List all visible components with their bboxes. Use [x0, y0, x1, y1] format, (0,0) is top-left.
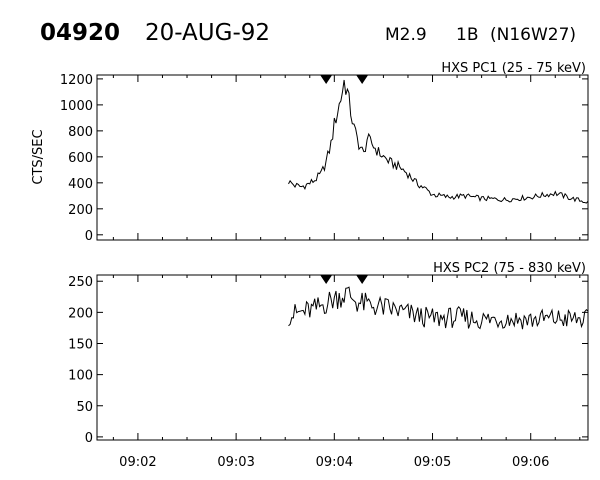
panel1-interval-marker	[320, 75, 333, 84]
x-axis-marks: 09:02 09:03 09:04 09:05 09:06	[119, 455, 549, 470]
x-tick-label: 09:05	[414, 455, 451, 470]
panel1-ytick-label: 1200	[60, 73, 93, 88]
panel1-ytick-label: 800	[68, 125, 93, 140]
panel2-ytick-label: 150	[68, 337, 93, 352]
panel2-ytick-label: 200	[68, 306, 93, 321]
panel2-ytick-label: 100	[68, 369, 93, 384]
panel2-ytick-label: 0	[85, 431, 93, 446]
y-axis-label: CTS/SEC	[31, 129, 46, 184]
panel2-ytick-label: 50	[76, 400, 93, 415]
event-date: 20-AUG-92	[145, 20, 270, 46]
panel1-interval-marker	[356, 75, 369, 84]
event-id: 04920	[40, 20, 120, 46]
x-tick-label: 09:02	[119, 455, 156, 470]
panel2-interval-marker	[320, 275, 333, 284]
panel2-title: HXS PC2 (75 - 830 keV)	[433, 261, 586, 276]
panel1-marks: 0 200 400 600 800 1000 1200	[60, 73, 589, 244]
panel2-marks: 0 50 100 150 200 250	[68, 275, 589, 446]
panel2-series-line	[288, 286, 589, 330]
panel2-ytick-label: 250	[68, 275, 93, 290]
panel2-interval-marker	[356, 275, 369, 284]
panel2-frame	[96, 274, 589, 441]
optical-class: 1B	[456, 25, 478, 45]
flare-location: (N16W27)	[490, 25, 576, 45]
panel1-title: HXS PC1 (25 - 75 keV)	[441, 61, 586, 76]
panel1-frame	[96, 74, 589, 241]
x-tick-label: 09:03	[217, 455, 254, 470]
panel1-ytick-label: 400	[68, 177, 93, 192]
x-tick-label: 09:04	[316, 455, 353, 470]
goes-class: M2.9	[385, 25, 427, 45]
panel1-series-line	[288, 79, 589, 204]
panel1-ytick-label: 0	[85, 229, 93, 244]
panel1-ytick-label: 600	[68, 151, 93, 166]
panel1-ytick-label: 1000	[60, 99, 93, 114]
x-tick-label: 09:06	[512, 455, 549, 470]
panel1-ytick-label: 200	[68, 203, 93, 218]
